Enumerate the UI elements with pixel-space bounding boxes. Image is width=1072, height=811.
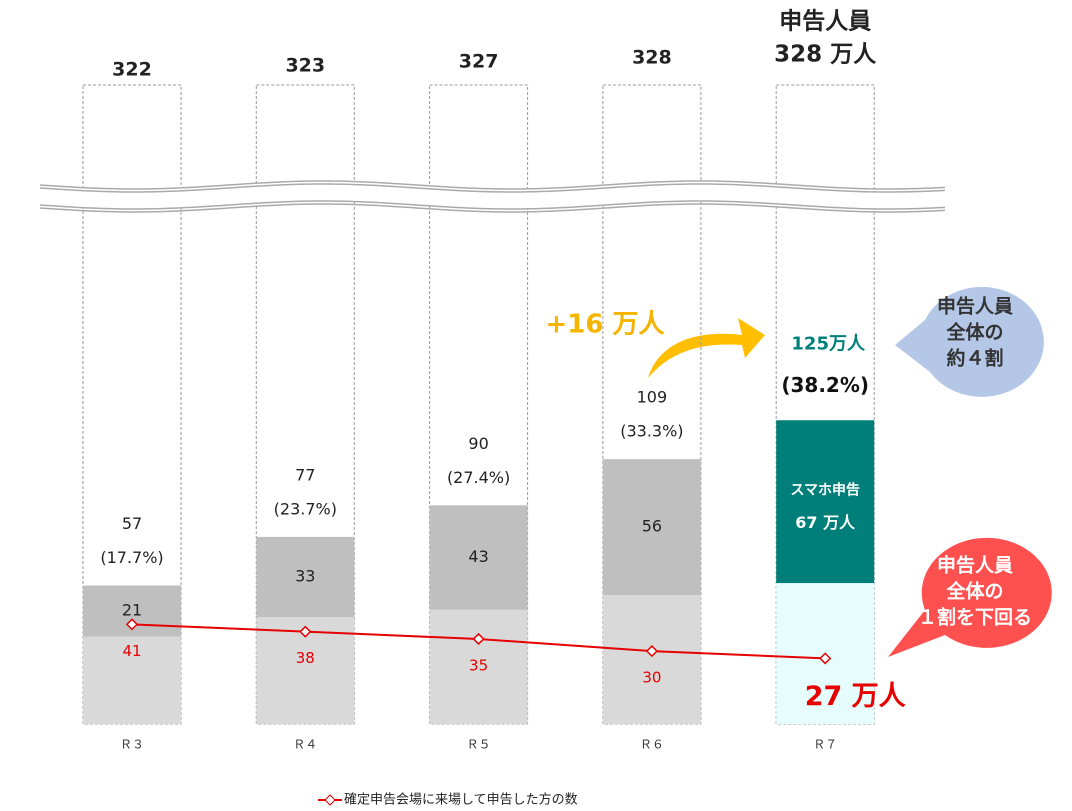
- line-label: 38: [296, 649, 315, 667]
- upper-name: スマホ申告: [790, 481, 860, 498]
- x-tick-label: Ｒ３: [120, 738, 144, 752]
- bar-lower: [602, 595, 701, 724]
- line-marker: [645, 645, 658, 658]
- upper-label: 43: [468, 547, 488, 566]
- bar-lower: [429, 609, 528, 724]
- efile-share: (27.4%): [447, 468, 510, 487]
- efile-label: 57: [122, 514, 142, 533]
- break-band: [40, 181, 945, 209]
- x-tick-label: Ｒ６: [640, 738, 664, 752]
- increase-label: +16 万人: [545, 310, 664, 340]
- x-tick-label: Ｒ５: [467, 738, 491, 752]
- efile-label: 125万人: [791, 333, 866, 354]
- share-bubble-text: 全体の: [945, 321, 1003, 344]
- venue-bubble-text: １割を下回る: [918, 606, 1032, 629]
- bar-upper: [776, 420, 875, 584]
- share-bubble-text: 申告人員: [937, 295, 1013, 318]
- share-bubble: [895, 286, 1044, 397]
- total-label: 323: [285, 55, 325, 77]
- line-label: 27 万人: [805, 681, 906, 712]
- efile-label: 109: [637, 388, 668, 407]
- line-label: 35: [469, 656, 488, 674]
- line-marker: [125, 618, 139, 631]
- x-tick-label: Ｒ４: [293, 738, 317, 752]
- efile-share: (23.7%): [274, 499, 337, 518]
- line-marker: [299, 625, 312, 638]
- increase-arrow: [648, 318, 765, 378]
- venue-bubble-text: 全体の: [945, 580, 1003, 603]
- line-marker: [819, 652, 832, 665]
- line-label: 30: [642, 669, 661, 687]
- efile-share: (38.2%): [781, 373, 869, 397]
- share-bubble-text: 約４割: [946, 347, 1003, 370]
- upper-label: 67 万人: [795, 513, 856, 532]
- upper-label: 33: [295, 566, 315, 585]
- legend-marker: [324, 794, 336, 806]
- total-label: 327: [459, 51, 499, 73]
- upper-label: 56: [642, 517, 662, 536]
- line-marker: [472, 632, 485, 646]
- venue-bubble-text: 申告人員: [937, 554, 1013, 577]
- break-line: [39, 183, 946, 193]
- efile-share: (17.7%): [100, 548, 163, 567]
- bar-upper: [256, 536, 355, 618]
- bar-upper: [602, 459, 701, 596]
- legend-label: 確定申告会場に来場して申告した方の数: [344, 792, 578, 808]
- bar-upper: [429, 505, 528, 610]
- bar-lower: [83, 636, 181, 724]
- upper-label: 21: [122, 601, 142, 620]
- efile-share: (33.3%): [620, 422, 683, 441]
- x-tick-label: Ｒ７: [813, 738, 837, 752]
- break-line: [39, 203, 946, 213]
- efile-label: 77: [295, 465, 315, 484]
- venue-bubble: [888, 537, 1052, 657]
- line-label: 41: [122, 642, 141, 660]
- break-line: [39, 180, 946, 190]
- total-heading: 申告人員: [779, 8, 871, 35]
- break-line: [39, 200, 946, 210]
- total-label: 328 万人: [774, 42, 877, 68]
- total-label: 322: [112, 59, 152, 81]
- total-label: 328: [632, 47, 672, 69]
- efile-label: 90: [468, 434, 488, 453]
